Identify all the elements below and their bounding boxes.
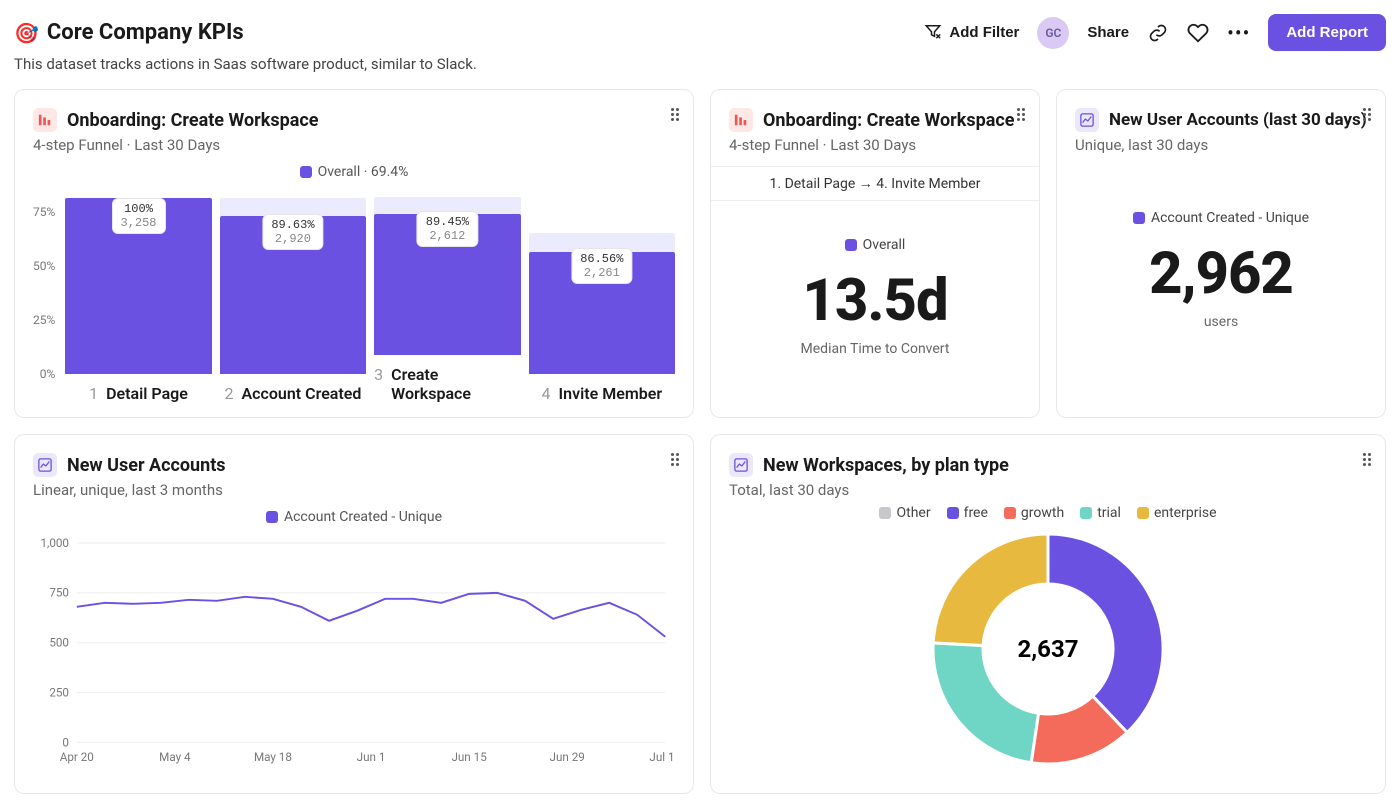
card-workspaces-donut: New Workspaces, by plan type Total, last…: [710, 434, 1386, 794]
legend-label: Account Created - Unique: [1151, 210, 1309, 226]
funnel-step: 89.45%2,6123Create Workspace: [374, 179, 520, 403]
metric-value: 2,962: [1075, 240, 1367, 308]
legend-item[interactable]: trial: [1080, 505, 1121, 521]
svg-text:Jul 13: Jul 13: [649, 750, 675, 764]
metric-legend: Overall: [729, 237, 1021, 253]
svg-text:2,637: 2,637: [1018, 635, 1079, 663]
metric-icon: [33, 453, 57, 477]
funnel-step: 100%3,2581Detail Page: [65, 198, 211, 403]
svg-text:May 18: May 18: [254, 750, 292, 764]
funnel-icon: [33, 108, 57, 132]
legend-label: Other: [896, 505, 930, 521]
legend-swatch: [1080, 507, 1092, 519]
metric-caption: users: [1075, 314, 1367, 330]
favorite-icon[interactable]: [1187, 22, 1209, 44]
funnel-y-axis: 75%50%25%0%: [33, 205, 61, 381]
svg-text:0: 0: [62, 735, 69, 749]
svg-text:Jun 15: Jun 15: [451, 750, 487, 764]
metric-icon: [729, 453, 753, 477]
funnel-legend: Overall · 69.4%: [33, 164, 675, 180]
card-new-user-accounts-line: New User Accounts Linear, unique, last 3…: [14, 434, 694, 794]
funnel-bars: 100%3,2581Detail Page89.63%2,9202Account…: [65, 179, 675, 403]
legend-label: Overall · 69.4%: [318, 164, 409, 180]
donut-chart: 2,637: [729, 521, 1367, 769]
svg-text:750: 750: [49, 586, 69, 600]
card-subtitle: Linear, unique, last 3 months: [33, 481, 675, 499]
funnel-step: 89.63%2,9202Account Created: [220, 198, 366, 403]
legend-label: enterprise: [1154, 505, 1217, 521]
svg-text:1,000: 1,000: [40, 536, 68, 550]
more-menu-icon[interactable]: •••: [1227, 21, 1250, 45]
funnel-range-strip: 1. Detail Page → 4. Invite Member: [711, 166, 1039, 201]
metric-caption: Median Time to Convert: [729, 341, 1021, 357]
cards-row-2: New User Accounts Linear, unique, last 3…: [14, 434, 1386, 794]
title-group: 🎯 Core Company KPIs: [14, 20, 244, 45]
legend-swatch: [1137, 507, 1149, 519]
funnel-step: 86.56%2,2614Invite Member: [529, 198, 675, 403]
card-title: Onboarding: Create Workspace: [763, 110, 1014, 131]
card-subtitle: Total, last 30 days: [729, 481, 1367, 499]
cards-row-1: Onboarding: Create Workspace 4-step Funn…: [14, 89, 1386, 418]
line-chart: 1,000 750 500 250 0Apr 20 May 4 May 18 Jun 1 Jun…: [33, 525, 675, 775]
card-subtitle: 4-step Funnel · Last 30 Days: [33, 136, 675, 154]
funnel-chart: 75%50%25%0% 100%3,2581Detail Page89.63%2…: [33, 188, 675, 403]
card-menu-icon[interactable]: [671, 108, 679, 121]
card-title: New Workspaces, by plan type: [763, 455, 1009, 476]
line-legend: Account Created - Unique: [33, 509, 675, 525]
legend-label: free: [964, 505, 988, 521]
legend-swatch: [1133, 212, 1145, 224]
share-button[interactable]: Share: [1087, 24, 1129, 41]
share-label: Share: [1087, 24, 1129, 41]
svg-text:May 4: May 4: [159, 750, 191, 764]
legend-swatch: [1004, 507, 1016, 519]
dashboard-emoji-icon: 🎯: [14, 21, 39, 45]
card-title: New User Accounts (last 30 days): [1109, 110, 1367, 130]
svg-text:Apr 20: Apr 20: [60, 750, 94, 764]
legend-swatch: [879, 507, 891, 519]
legend-swatch: [947, 507, 959, 519]
add-filter-button[interactable]: Add Filter: [924, 22, 1019, 44]
donut-legend: Other free growth trial enterprise: [729, 505, 1367, 521]
page-header: 🎯 Core Company KPIs Add Filter GC Share …: [14, 14, 1386, 51]
card-subtitle: Unique, last 30 days: [1075, 136, 1367, 154]
card-menu-icon[interactable]: [1017, 108, 1025, 121]
filter-icon: [924, 22, 942, 44]
legend-swatch: [300, 166, 312, 178]
legend-swatch: [266, 511, 278, 523]
legend-item[interactable]: enterprise: [1137, 505, 1217, 521]
legend-item[interactable]: free: [947, 505, 988, 521]
legend-label: Account Created - Unique: [284, 509, 442, 525]
card-funnel-chart: Onboarding: Create Workspace 4-step Funn…: [14, 89, 694, 418]
metric-value: 13.5d: [729, 267, 1021, 335]
page-subtitle: This dataset tracks actions in Saas soft…: [14, 55, 1386, 73]
card-new-users-30d: New User Accounts (last 30 days) Unique,…: [1056, 89, 1386, 418]
metric-icon: [1075, 108, 1099, 132]
svg-text:250: 250: [49, 685, 69, 699]
legend-label: growth: [1021, 505, 1064, 521]
funnel-icon: [729, 108, 753, 132]
link-icon[interactable]: [1147, 22, 1169, 44]
card-menu-icon[interactable]: [671, 453, 679, 466]
metric-legend: Account Created - Unique: [1075, 210, 1367, 226]
svg-text:Jun 29: Jun 29: [550, 750, 585, 764]
page-title: Core Company KPIs: [47, 20, 244, 45]
card-menu-icon[interactable]: [1363, 453, 1371, 466]
card-title: Onboarding: Create Workspace: [67, 110, 318, 131]
legend-item[interactable]: Other: [879, 505, 930, 521]
card-title: New User Accounts: [67, 455, 226, 476]
legend-swatch: [845, 239, 857, 251]
card-median-time: Onboarding: Create Workspace 4-step Funn…: [710, 89, 1040, 418]
card-subtitle: 4-step Funnel · Last 30 Days: [729, 136, 1021, 154]
svg-text:500: 500: [49, 636, 69, 650]
add-report-button[interactable]: Add Report: [1268, 14, 1386, 51]
svg-text:Jun 1: Jun 1: [357, 750, 386, 764]
legend-item[interactable]: growth: [1004, 505, 1064, 521]
user-avatar[interactable]: GC: [1037, 17, 1069, 49]
add-filter-label: Add Filter: [949, 24, 1019, 41]
legend-label: trial: [1097, 505, 1121, 521]
legend-label: Overall: [863, 237, 906, 253]
card-menu-icon[interactable]: [1363, 108, 1371, 121]
header-actions: Add Filter GC Share ••• Add Report: [924, 14, 1386, 51]
